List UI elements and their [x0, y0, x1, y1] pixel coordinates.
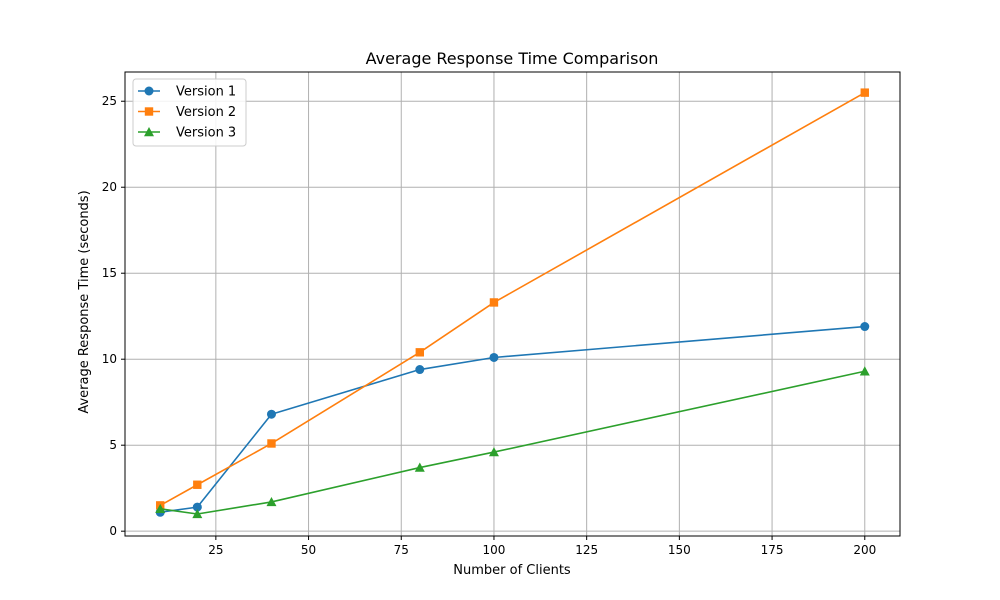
legend-marker [144, 107, 154, 116]
x-tick-label: 125 [575, 543, 598, 557]
y-tick-label: 15 [102, 266, 117, 280]
legend-label: Version 3 [176, 126, 236, 141]
y-tick-label: 20 [102, 180, 117, 194]
y-tick-label: 0 [109, 524, 117, 538]
data-point [488, 447, 499, 457]
plot-area-frame [124, 71, 901, 537]
y-tick-label: 5 [109, 438, 117, 452]
y-axis-label: Average Response Time (seconds) [77, 190, 92, 413]
x-tick-label: 175 [761, 543, 784, 557]
legend-item: Version 3 [138, 126, 236, 141]
legend-label: Version 2 [176, 105, 236, 120]
legend-item: Version 1 [138, 85, 236, 100]
y-tick-label: 25 [102, 94, 117, 108]
x-tick-label: 150 [668, 543, 691, 557]
data-point [415, 365, 425, 375]
axis-ticks: 25 50 75 100 125 150 175 200 0 5 10 15 20 25 [102, 94, 877, 557]
data-point [192, 508, 203, 519]
legend-label: Version 1 [176, 85, 236, 100]
data-point [489, 298, 499, 307]
data-point [415, 348, 424, 357]
series-line [160, 370, 865, 515]
x-tick-label: 75 [394, 543, 409, 557]
data-point [193, 480, 202, 489]
data-point [267, 439, 276, 448]
series-layer [155, 88, 870, 519]
data-point [155, 503, 166, 514]
legend-item: Version 2 [138, 105, 236, 120]
grid [125, 72, 900, 536]
x-axis-label: Number of Clients [453, 563, 571, 578]
data-point [414, 462, 425, 472]
data-point [266, 409, 276, 419]
y-tick-label: 10 [102, 352, 117, 366]
series-line [160, 325, 865, 514]
legend: Version 1 Version 2 Version 3 [132, 78, 247, 147]
data-point [859, 366, 870, 376]
legend-box [132, 78, 247, 147]
x-tick-label: 200 [853, 543, 876, 557]
x-tick-label: 50 [301, 543, 316, 557]
x-tick-label: 100 [483, 543, 506, 557]
data-point [489, 352, 499, 362]
series-line [159, 91, 866, 507]
data-point [192, 502, 202, 512]
data-point [266, 496, 277, 507]
x-tick-label: 25 [208, 543, 223, 557]
data-point [860, 322, 870, 332]
chart-title: Average Response Time Comparison [366, 49, 659, 68]
legend-marker [144, 127, 154, 137]
series-3 [155, 366, 870, 519]
data-point [860, 88, 869, 97]
legend-marker [144, 86, 154, 96]
